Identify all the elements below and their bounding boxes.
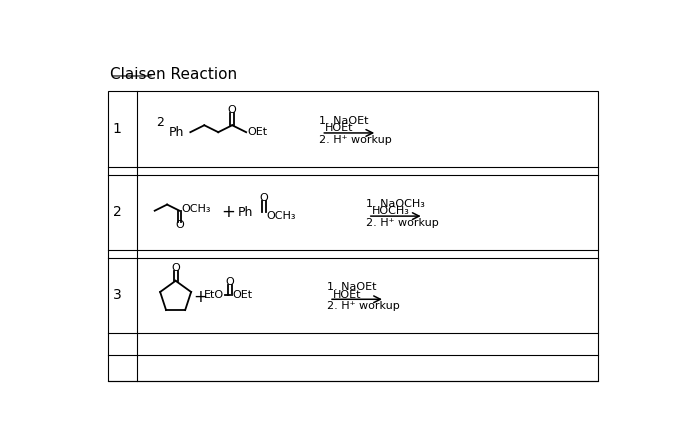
Text: O: O: [228, 105, 237, 115]
Text: 1. NaOEt: 1. NaOEt: [327, 282, 376, 292]
Text: HOCH₃: HOCH₃: [372, 207, 410, 216]
Text: O: O: [260, 193, 268, 202]
Text: OCH₃: OCH₃: [266, 211, 295, 221]
Text: HOEt: HOEt: [325, 123, 354, 133]
Text: 1. NaOEt: 1. NaOEt: [319, 116, 369, 126]
Text: OCH₃: OCH₃: [182, 204, 211, 214]
Text: 3: 3: [113, 288, 122, 303]
Text: OEt: OEt: [233, 291, 253, 300]
Text: Ph: Ph: [237, 206, 253, 219]
Text: O: O: [226, 277, 235, 287]
Text: O: O: [171, 263, 180, 273]
Text: 2. H⁺ workup: 2. H⁺ workup: [327, 301, 399, 311]
Text: 2. H⁺ workup: 2. H⁺ workup: [365, 218, 438, 228]
Text: 1: 1: [113, 122, 122, 136]
Text: 1. NaOCH₃: 1. NaOCH₃: [365, 199, 424, 209]
Text: Ph: Ph: [169, 126, 184, 139]
Text: OEt: OEt: [248, 127, 268, 137]
Text: +: +: [221, 203, 235, 221]
Text: 2: 2: [113, 205, 122, 219]
Text: HOEt: HOEt: [333, 290, 361, 299]
Text: O: O: [175, 220, 184, 230]
Text: Claisen Reaction: Claisen Reaction: [110, 67, 237, 82]
Text: 2. H⁺ workup: 2. H⁺ workup: [319, 135, 392, 145]
Text: 2: 2: [156, 116, 164, 130]
Text: +: +: [194, 288, 208, 306]
Bar: [108, 91, 598, 381]
Text: EtO: EtO: [204, 291, 224, 300]
